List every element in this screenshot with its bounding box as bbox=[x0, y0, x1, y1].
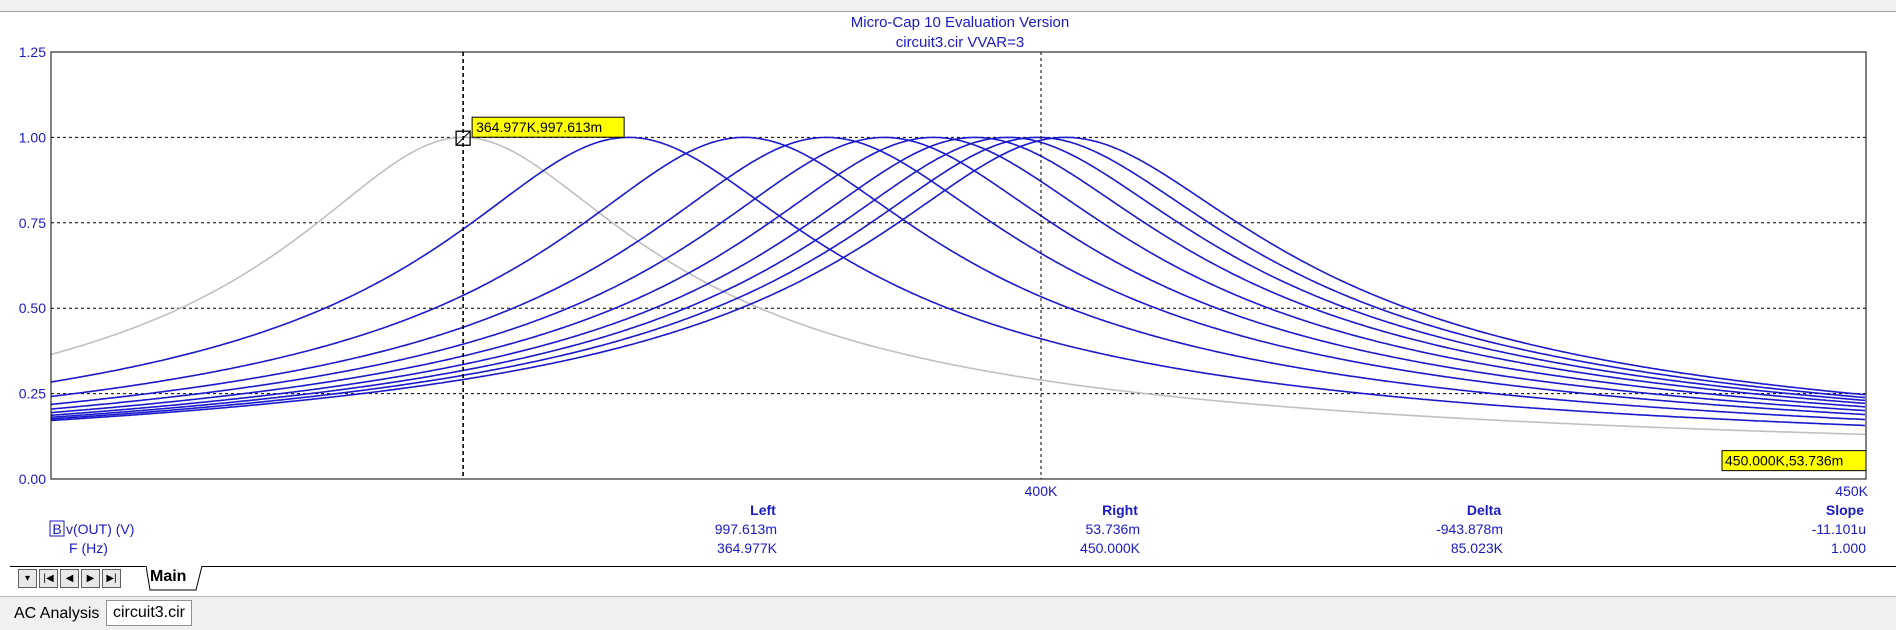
header-left: Left bbox=[750, 502, 776, 518]
row1-left: 997.613m bbox=[715, 521, 777, 537]
tab-bar-line bbox=[10, 566, 1896, 567]
cursor-marker[interactable] bbox=[455, 130, 471, 146]
series-line-6 bbox=[50, 136, 1866, 414]
row1-right: 53.736m bbox=[1086, 521, 1140, 537]
dropdown-icon[interactable]: ▾ bbox=[18, 569, 37, 588]
y-tick-labels: 0.00 0.25 0.50 0.75 1.00 1.25 bbox=[19, 44, 46, 487]
cursor-right-label-box bbox=[1721, 450, 1867, 472]
page-tab-bar: ▾ |◀ ◀ ▶ ▶| Main bbox=[10, 566, 1896, 592]
y-tick-label: 0.00 bbox=[19, 471, 46, 487]
prev-icon[interactable]: ◀ bbox=[60, 569, 79, 588]
series-line-9 bbox=[50, 136, 1866, 420]
y-tick-label: 0.50 bbox=[19, 300, 46, 316]
last-icon[interactable]: ▶| bbox=[102, 569, 121, 588]
header-right: Right bbox=[1102, 502, 1138, 518]
tab-main[interactable]: Main bbox=[150, 568, 187, 585]
row1-name[interactable]: v(OUT) (V) bbox=[66, 521, 134, 537]
x-tick-labels: 400K 450K bbox=[1025, 483, 1869, 499]
series-group bbox=[50, 136, 1866, 436]
series-line-1 bbox=[50, 136, 1866, 436]
row1-delta: -943.878m bbox=[1436, 521, 1503, 537]
series-line-3 bbox=[50, 136, 1866, 421]
series-line-4 bbox=[50, 136, 1866, 416]
series-marker-box[interactable] bbox=[49, 520, 65, 537]
tab-main-shape bbox=[146, 566, 203, 591]
y-tick-label: 1.25 bbox=[19, 44, 46, 60]
x-tick-label: 450K bbox=[1835, 483, 1868, 499]
grid bbox=[51, 52, 1866, 479]
y-tick-label: 1.00 bbox=[19, 129, 46, 145]
series-line-7 bbox=[50, 136, 1866, 417]
cursor-left-label-box bbox=[471, 116, 625, 138]
cursor-group[interactable]: 364.977K,997.613m 450.000K,53.736m bbox=[455, 52, 1867, 479]
series-line-2 bbox=[50, 136, 1866, 427]
header-delta: Delta bbox=[1467, 502, 1501, 518]
status-file-tab[interactable]: circuit3.cir bbox=[106, 600, 193, 626]
plot-area[interactable]: Micro-Cap 10 Evaluation Version circuit3… bbox=[0, 0, 1896, 566]
chart-title: Micro-Cap 10 Evaluation Version bbox=[851, 14, 1069, 31]
first-icon[interactable]: |◀ bbox=[39, 569, 58, 588]
status-bar: AC Analysis circuit3.cir bbox=[0, 596, 1896, 630]
series-line-5 bbox=[50, 136, 1866, 412]
cursor-marker-diag bbox=[455, 130, 471, 146]
row2-right: 450.000K bbox=[1080, 540, 1141, 556]
row2-left: 364.977K bbox=[717, 540, 778, 556]
x-tick-label: 400K bbox=[1025, 483, 1058, 499]
series-line-10 bbox=[50, 136, 1866, 422]
row1-slope: -11.101u bbox=[1812, 521, 1866, 537]
header-slope: Slope bbox=[1826, 502, 1864, 518]
row2-slope: 1.000 bbox=[1831, 540, 1866, 556]
cursor-left-label: 364.977K,997.613m bbox=[476, 119, 602, 135]
chart-subtitle: circuit3.cir VVAR=3 bbox=[896, 34, 1025, 51]
status-analysis[interactable]: AC Analysis bbox=[14, 605, 100, 622]
next-icon[interactable]: ▶ bbox=[81, 569, 100, 588]
y-tick-label: 0.25 bbox=[19, 386, 46, 402]
row2-delta: 85.023K bbox=[1451, 540, 1504, 556]
cursor-right-label: 450.000K,53.736m bbox=[1725, 453, 1843, 469]
series-line-8 bbox=[50, 136, 1866, 418]
y-tick-label: 0.75 bbox=[19, 215, 46, 231]
row2-name[interactable]: F (Hz) bbox=[69, 540, 108, 556]
plot-frame bbox=[50, 51, 1867, 480]
series-marker: B bbox=[52, 521, 61, 537]
window-frame-top bbox=[0, 0, 1896, 12]
